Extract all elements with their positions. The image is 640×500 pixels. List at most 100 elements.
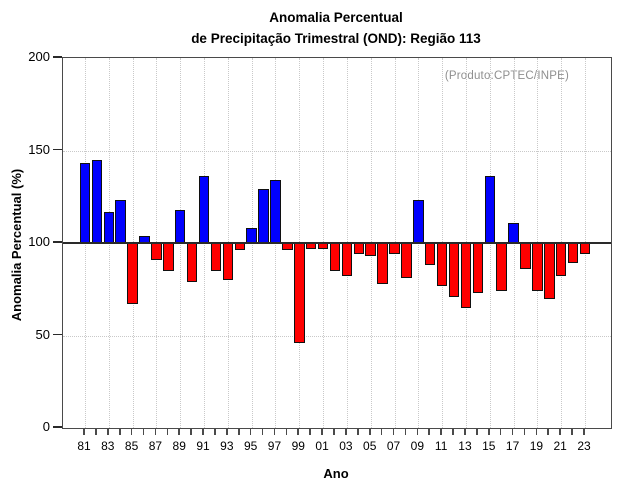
- x-tick-1992: [214, 429, 216, 435]
- bar-1984: [115, 200, 126, 243]
- x-tick-1985: [130, 429, 133, 435]
- x-tick-1993: [226, 429, 228, 435]
- x-tick-2016: [499, 429, 502, 435]
- x-tick-label-2011: 11: [434, 439, 448, 453]
- y-tick-0: [53, 426, 62, 428]
- x-tick-label-2013: 13: [458, 439, 472, 453]
- x-tick-1997: [273, 429, 276, 435]
- x-tick-1995: [249, 429, 252, 435]
- bar-2011: [436, 243, 448, 286]
- x-tick-2010: [428, 429, 431, 435]
- bar-2007: [389, 243, 400, 255]
- x-tick-2000: [309, 429, 311, 435]
- x-tick-2013: [464, 429, 466, 435]
- x-tick-label-1991: 91: [196, 439, 210, 453]
- bar-2014: [472, 243, 484, 293]
- x-tick-2002: [333, 429, 335, 435]
- x-tick-label-1993: 93: [220, 439, 234, 453]
- x-tick-label-1995: 95: [243, 439, 258, 453]
- x-tick-label-2009: 09: [410, 439, 424, 453]
- bar-2018: [520, 243, 531, 269]
- x-tick-2015: [487, 429, 490, 435]
- bar-1990: [186, 243, 198, 282]
- x-tick-1988: [166, 429, 169, 435]
- bar-1988: [163, 243, 174, 271]
- bar-2015: [484, 176, 496, 243]
- x-tick-label-1989: 89: [172, 439, 186, 453]
- x-tick-2021: [559, 429, 561, 435]
- gridline-horizontal-50: [63, 335, 611, 337]
- bar-2016: [496, 243, 507, 292]
- chart-title-line2: de Precipitação Trimestral (OND): Região…: [191, 31, 481, 46]
- x-tick-1981: [83, 429, 85, 435]
- y-tick-label-50: 50: [35, 326, 50, 342]
- x-tick-label-1987: 87: [148, 439, 163, 453]
- x-tick-label-2007: 07: [386, 439, 401, 453]
- x-tick-1998: [285, 429, 288, 435]
- bar-1985: [127, 243, 138, 305]
- x-tick-label-1985: 85: [124, 439, 139, 453]
- bar-2019: [532, 243, 543, 292]
- x-tick-2007: [392, 429, 395, 435]
- y-tick-label-150: 150: [28, 141, 50, 157]
- x-tick-label-2003: 03: [339, 439, 353, 453]
- bar-2021: [555, 243, 567, 277]
- x-tick-1991: [202, 429, 204, 435]
- x-tick-label-2001: 01: [315, 439, 329, 453]
- x-tick-2018: [523, 429, 526, 435]
- bar-1999: [294, 243, 305, 343]
- bar-1989: [174, 209, 186, 243]
- x-tick-2009: [416, 429, 419, 435]
- bar-2004: [353, 243, 365, 255]
- x-tick-2012: [452, 429, 454, 435]
- y-tick-label-200: 200: [28, 49, 50, 64]
- bar-2005: [365, 243, 376, 256]
- bar-2013: [460, 243, 472, 308]
- x-tick-2023: [583, 429, 585, 435]
- bar-1983: [103, 211, 115, 243]
- x-tick-1984: [118, 429, 121, 435]
- y-tick-label-0: 0: [42, 419, 50, 434]
- x-tick-1996: [261, 429, 264, 435]
- bar-2003: [341, 243, 353, 277]
- x-tick-1989: [178, 429, 181, 435]
- bar-2002: [329, 243, 341, 271]
- bar-1996: [258, 189, 269, 243]
- bar-2006: [377, 243, 388, 284]
- x-tick-label-1981: 81: [77, 439, 91, 453]
- x-tick-2014: [476, 429, 478, 435]
- chart-title: Anomalia Percentual de Precipitação Trim…: [62, 7, 610, 49]
- bar-1992: [210, 243, 222, 271]
- bar-1987: [151, 243, 162, 260]
- x-tick-1994: [237, 429, 240, 435]
- gridline-horizontal-150: [63, 150, 611, 152]
- bar-1997: [270, 180, 281, 243]
- x-tick-label-2021: 21: [553, 439, 567, 453]
- bar-2022: [567, 243, 579, 264]
- y-tick-200: [53, 56, 62, 58]
- x-tick-label-2019: 19: [529, 439, 544, 453]
- x-tick-1987: [154, 429, 157, 435]
- x-tick-label-2023: 23: [577, 439, 591, 453]
- bar-2009: [413, 200, 424, 243]
- x-tick-1982: [95, 429, 97, 435]
- bar-1982: [91, 159, 103, 243]
- x-tick-2022: [571, 429, 573, 435]
- x-tick-label-1983: 83: [101, 439, 115, 453]
- x-tick-2008: [404, 429, 407, 435]
- x-tick-1986: [142, 429, 145, 435]
- x-tick-2001: [321, 429, 323, 435]
- x-tick-label-1999: 99: [291, 439, 305, 453]
- x-tick-1999: [297, 429, 300, 435]
- x-tick-2006: [380, 429, 383, 435]
- x-tick-2004: [357, 429, 359, 435]
- x-tick-label-2017: 17: [505, 439, 520, 453]
- bar-1995: [246, 228, 257, 243]
- x-tick-2003: [345, 429, 347, 435]
- x-tick-label-1997: 97: [267, 439, 282, 453]
- bar-2012: [448, 243, 460, 297]
- x-tick-1983: [107, 429, 109, 435]
- bar-2010: [424, 243, 436, 266]
- x-tick-label-2015: 15: [482, 439, 496, 453]
- x-tick-2005: [368, 429, 371, 435]
